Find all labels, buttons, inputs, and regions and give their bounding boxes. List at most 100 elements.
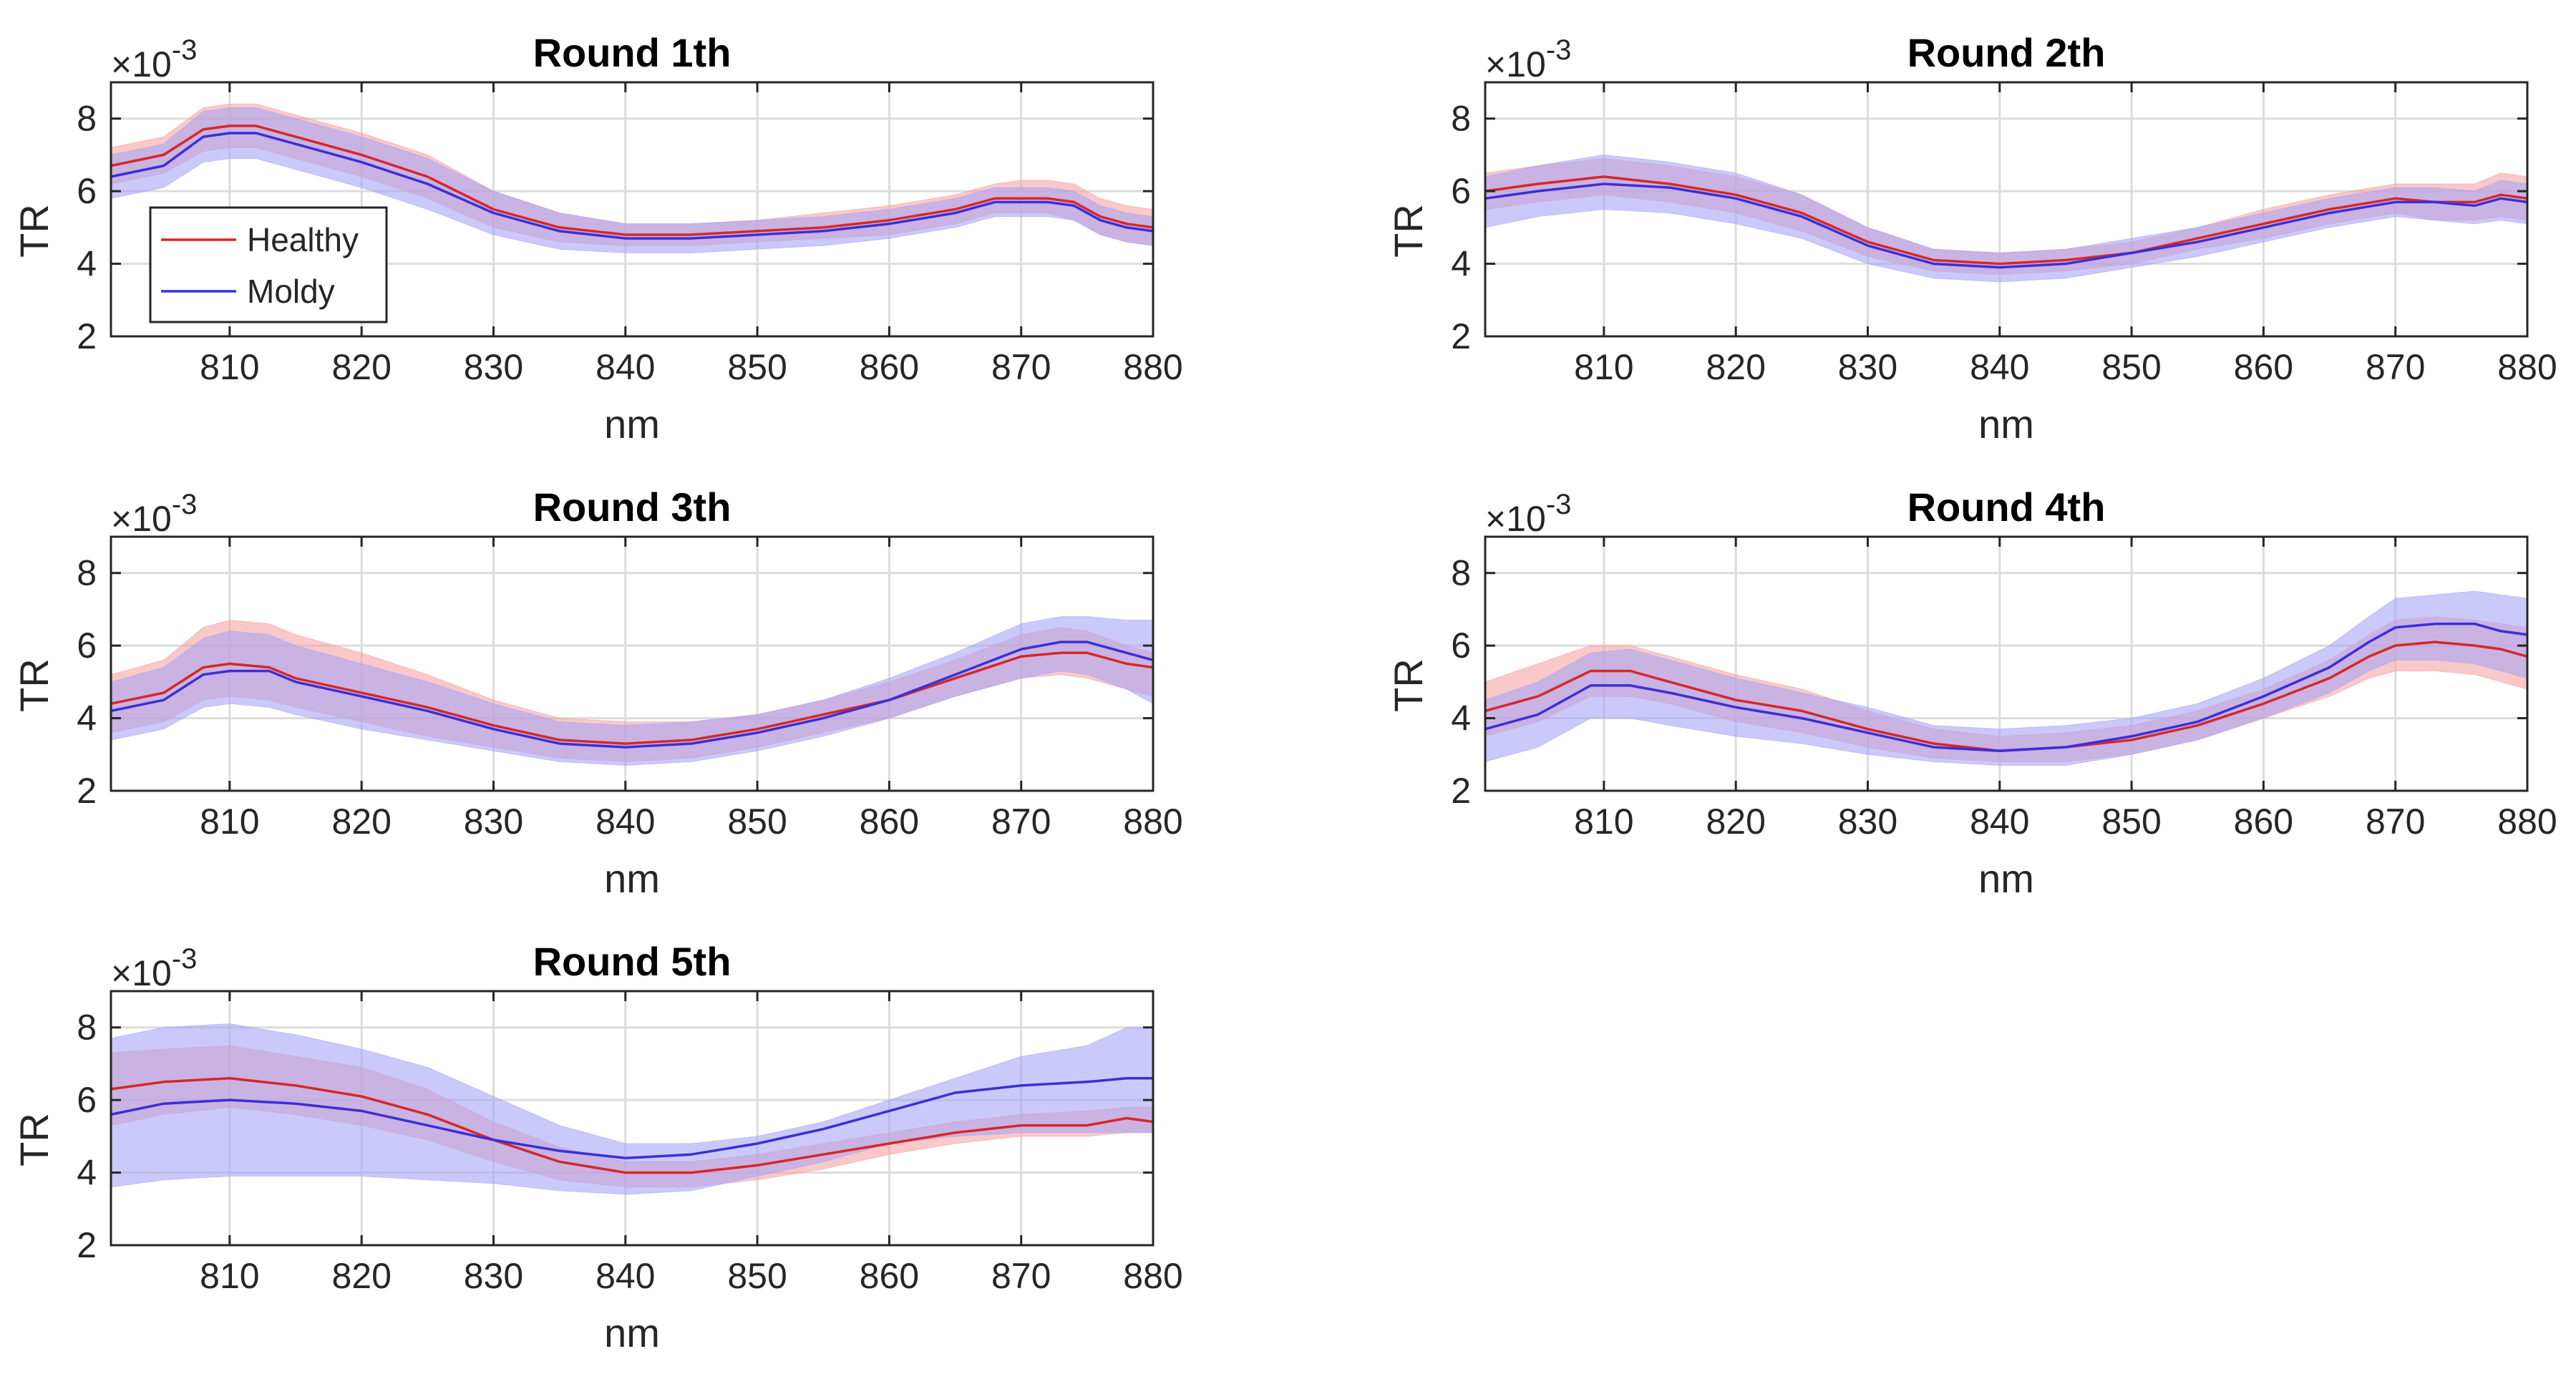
chart-1-x-tick-label: 880 (1123, 347, 1182, 387)
chart-3-x-axis-label: nm (604, 856, 660, 901)
chart-2-x-tick-label: 870 (2366, 347, 2425, 387)
chart-2-x-tick-label: 850 (2101, 347, 2161, 387)
chart-4-x-tick-label: 850 (2101, 802, 2161, 842)
chart-2-title: Round 2th (1907, 30, 2106, 75)
chart-panel-5: 810 820 830 840 850 860 870 880 2 4 6 8 Round 5th nm T… (11, 939, 1183, 1355)
chart-3-y-axis-label: TR (11, 658, 57, 712)
chart-1-legend-box (149, 206, 388, 323)
chart-3-x-tick-label: 810 (200, 802, 259, 842)
chart-3-scale-exponent: -3 (172, 489, 198, 520)
chart-5-y-tick-label: 2 (77, 1225, 97, 1265)
chart-1-x-tick-label: 840 (596, 347, 655, 387)
chart-2-y-tick-label: 8 (1451, 99, 1471, 139)
chart-1-title: Round 1th (533, 30, 732, 75)
chart-1-x-tick-label: 870 (991, 347, 1051, 387)
chart-2-x-tick-label: 860 (2234, 347, 2293, 387)
chart-2-x-axis-label: nm (1978, 401, 2034, 447)
chart-1-axes-box (110, 81, 1155, 338)
chart-panel-1: 810 820 830 840 850 860 870 880 2 4 6 8 Round 1th nm T… (11, 30, 1183, 447)
chart-4-x-tick-label: 840 (1970, 802, 2029, 842)
chart-panel-3: 810 820 830 840 850 860 870 880 2 4 6 8 Round 3th nm T… (11, 484, 1183, 901)
chart-4-y-tick-label: 6 (1451, 625, 1471, 666)
chart-4-y-tick-label: 8 (1451, 553, 1471, 593)
chart-4-y-tick-label: 2 (1451, 771, 1471, 811)
chart-4-axes-box (1484, 535, 2529, 792)
chart-2-y-tick-label: 4 (1451, 244, 1471, 284)
chart-2-y-tick-label: 6 (1451, 171, 1471, 211)
chart-5-y-tick-label: 6 (77, 1080, 97, 1120)
chart-1-x-tick-label: 820 (331, 347, 391, 387)
chart-5-x-tick-label: 850 (727, 1256, 787, 1296)
chart-4-y-axis-label: TR (1386, 658, 1431, 712)
chart-5-axes-box (110, 990, 1155, 1247)
chart-1-y-tick-label: 8 (77, 99, 97, 139)
chart-4-x-tick-label: 860 (2234, 802, 2293, 842)
chart-3-axes-box (110, 535, 1155, 792)
chart-3-x-tick-label: 860 (860, 802, 919, 842)
chart-1-scale-exponent: -3 (172, 34, 198, 66)
chart-5-y-tick-label: 4 (77, 1153, 97, 1193)
chart-2-y-axis-label: TR (1386, 204, 1431, 258)
chart-3-title: Round 3th (533, 484, 732, 530)
chart-5-x-tick-label: 810 (200, 1256, 259, 1296)
chart-3-y-tick-label: 6 (77, 625, 97, 666)
chart-2-x-tick-label: 820 (1706, 347, 1765, 387)
chart-5-x-tick-label: 870 (991, 1256, 1051, 1296)
chart-5-title: Round 5th (533, 939, 732, 984)
chart-4-x-tick-label: 880 (2497, 802, 2557, 842)
chart-1-x-tick-label: 830 (464, 347, 523, 387)
chart-4-x-tick-label: 810 (1574, 802, 1633, 842)
chart-5-x-tick-label: 860 (860, 1256, 919, 1296)
chart-1-x-tick-label: 850 (727, 347, 787, 387)
chart-1-healthy-line (110, 125, 1154, 236)
chart-4-title: Round 4th (1907, 484, 2106, 530)
chart-2-axes-box (1484, 81, 2529, 338)
chart-2-moldy-line (1484, 182, 2528, 269)
chart-3-x-tick-label: 880 (1123, 802, 1182, 842)
chart-5-x-tick-label: 830 (464, 1256, 523, 1296)
chart-1-y-tick-label: 6 (77, 171, 97, 211)
chart-1-x-axis-label: nm (604, 401, 660, 447)
chart-1-y-tick-label: 4 (77, 244, 97, 284)
chart-1-legend-label-healthy: Healthy (247, 221, 359, 258)
chart-5-healthy-line (110, 1076, 1154, 1174)
chart-3-x-tick-label: 870 (991, 802, 1051, 842)
chart-4-x-axis-label: nm (1978, 856, 2034, 901)
chart-2-x-tick-label: 840 (1970, 347, 2029, 387)
chart-1-x-tick-label: 860 (860, 347, 919, 387)
chart-3-x-tick-label: 830 (464, 802, 523, 842)
chart-5-moldy-line (110, 1076, 1153, 1160)
chart-1-y-tick-label: 2 (77, 316, 97, 356)
chart-1-legend: Healthy Moldy (149, 206, 388, 323)
chart-2-x-tick-label: 830 (1838, 347, 1897, 387)
chart-4-x-tick-label: 870 (2366, 802, 2425, 842)
chart-5-y-tick-label: 8 (77, 1008, 97, 1048)
chart-1-x-tick-label: 810 (200, 347, 259, 387)
chart-2-x-tick-label: 880 (2497, 347, 2557, 387)
chart-1-moldy-line (110, 132, 1154, 240)
chart-3-y-tick-label: 4 (77, 698, 97, 739)
chart-3-y-tick-label: 8 (77, 553, 97, 593)
chart-1-legend-label-moldy: Moldy (247, 273, 335, 310)
chart-5-x-tick-label: 880 (1123, 1256, 1182, 1296)
chart-2-y-tick-label: 2 (1451, 316, 1471, 356)
chart-5-x-axis-label: nm (604, 1310, 660, 1355)
chart-4-moldy-line (1484, 622, 2528, 752)
chart-5-scale-exponent: -3 (172, 943, 198, 975)
chart-3-y-tick-label: 2 (77, 771, 97, 811)
chart-5-x-tick-label: 820 (331, 1256, 391, 1296)
chart-3-x-tick-label: 840 (596, 802, 655, 842)
chart-3-moldy-line (110, 640, 1154, 749)
chart-panel-2: 810 820 830 840 850 860 870 880 2 4 6 8 Round 2th nm T… (1386, 30, 2557, 447)
chart-5-x-tick-label: 840 (596, 1256, 655, 1296)
chart-5-y-axis-label: TR (11, 1113, 57, 1166)
chart-4-x-tick-label: 820 (1706, 802, 1765, 842)
chart-4-scale-exponent: -3 (1546, 489, 1572, 520)
chart-2-x-tick-label: 810 (1574, 347, 1633, 387)
chart-4-y-tick-label: 4 (1451, 698, 1471, 739)
chart-3-x-tick-label: 850 (727, 802, 787, 842)
chart-3-x-tick-label: 820 (331, 802, 391, 842)
chart-3-healthy-line (110, 651, 1154, 745)
chart-4-x-tick-label: 830 (1838, 802, 1897, 842)
